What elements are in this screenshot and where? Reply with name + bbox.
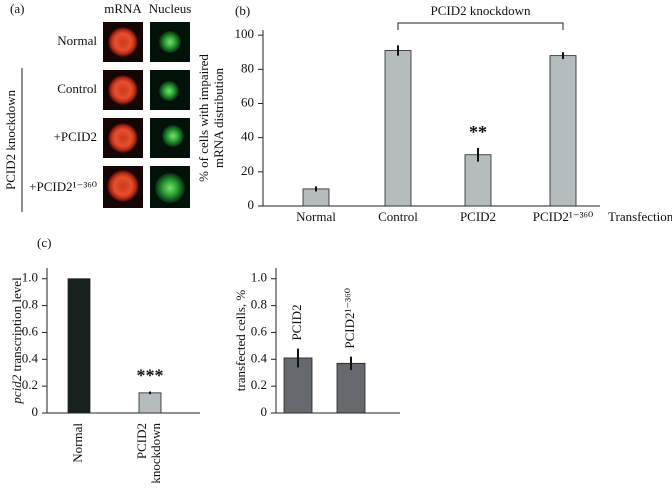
y-tick-label: 0.8 <box>22 297 38 312</box>
bracket <box>397 22 564 30</box>
y-tick-label: 0.2 <box>22 377 38 392</box>
y-tick-label: 1.0 <box>22 270 38 285</box>
annotation: *** <box>137 366 164 386</box>
y-tick-label: 40 <box>241 129 254 144</box>
x-tick-label: PCID2¹⁻³⁶⁰ <box>533 209 594 224</box>
x-tick-label: Normal <box>296 209 336 224</box>
panel-label: (c) <box>37 235 51 250</box>
y-axis-label-line: % of cells with impaired <box>196 54 211 182</box>
column-label: mRNA <box>104 1 142 16</box>
bar <box>302 188 330 207</box>
bar <box>464 154 492 207</box>
y-tick-label: 0.8 <box>251 297 267 312</box>
x-tick-label: PCID2 <box>289 304 304 340</box>
y-tick-label: 0 <box>261 404 268 419</box>
y-axis-label-gene: pcid2 <box>9 374 24 404</box>
y-tick-label: 0 <box>32 404 39 419</box>
panel-label: (b) <box>235 3 250 18</box>
y-tick-label: 1.0 <box>251 270 267 285</box>
x-tick-label-line: PCID2 <box>134 423 149 459</box>
y-tick-label: 0.6 <box>251 323 268 338</box>
row-label: Normal <box>57 33 97 48</box>
x-tick-label-line: knockdown <box>148 423 163 484</box>
bar <box>138 392 162 414</box>
bar <box>283 357 313 414</box>
y-axis-label: pcid2 transcription level <box>9 277 24 405</box>
bar <box>549 55 577 207</box>
column-label: Nucleus <box>149 1 192 16</box>
x-axis-label: Transfection <box>608 209 672 224</box>
y-tick-label: 60 <box>241 94 254 109</box>
y-tick-label: 0 <box>248 197 255 212</box>
panel-label: (a) <box>10 1 24 16</box>
micrographs <box>103 22 190 208</box>
x-tick-label: PCID2 <box>460 209 496 224</box>
group-label: PCID2 knockdown <box>3 89 18 190</box>
x-tick-label: PCID2knockdown <box>134 423 163 484</box>
y-axis-label: transfected cells, % <box>233 290 248 392</box>
x-tick-label: Control <box>378 209 418 224</box>
x-tick-label: PCID2¹⁻³⁶⁰ <box>342 288 357 349</box>
y-tick-label: 0.2 <box>251 377 267 392</box>
y-tick-label: 20 <box>241 163 254 178</box>
row-label: Control <box>57 81 97 96</box>
bar <box>67 278 91 414</box>
row-label: +PCID2 <box>54 129 97 144</box>
y-axis-label: % of cells with impairedmRNA distributio… <box>196 54 226 182</box>
bracket-label: PCID2 knockdown <box>430 3 531 18</box>
bar <box>384 50 412 207</box>
row-label: +PCID2¹⁻³⁶⁰ <box>29 179 97 194</box>
y-tick-label: 0.4 <box>251 350 268 365</box>
y-axis-label-text: transcription level <box>9 277 24 372</box>
y-tick-label: 0.4 <box>22 350 39 365</box>
annotation: ** <box>469 122 487 142</box>
y-tick-label: 0.6 <box>22 323 39 338</box>
y-axis-label-line: mRNA distribution <box>211 67 226 168</box>
y-tick-label: 80 <box>241 60 254 75</box>
y-tick-label: 100 <box>235 26 255 41</box>
bar <box>336 362 366 414</box>
x-tick-label: Normal <box>70 423 85 463</box>
